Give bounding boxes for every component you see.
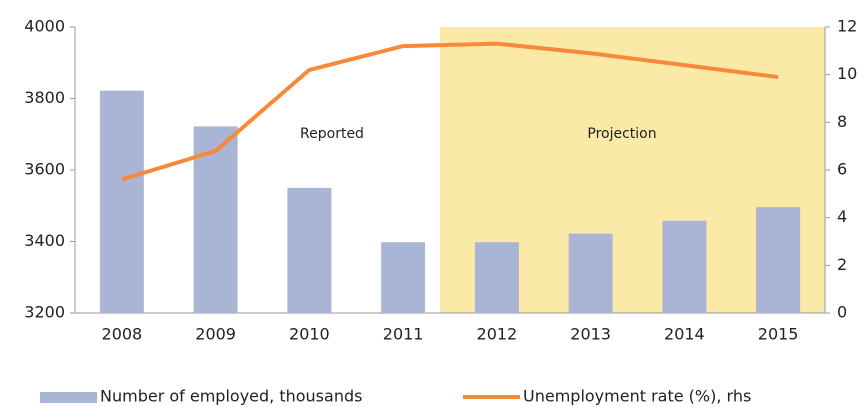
legend-label: Number of employed, thousands <box>100 387 362 406</box>
x-tick-label: 2014 <box>664 325 705 344</box>
y2-tick-label: 6 <box>837 160 847 179</box>
bar <box>381 242 426 313</box>
bar <box>287 187 332 313</box>
line <box>121 41 779 182</box>
annotation: Reported <box>300 126 364 142</box>
y2-tick-label: 0 <box>837 303 847 322</box>
bar <box>474 242 519 313</box>
y-tick-label: 4000 <box>24 17 65 36</box>
x-tick-label: 2015 <box>758 325 799 344</box>
y-tick-label: 3400 <box>24 231 65 250</box>
x-tick-label: 2011 <box>383 325 424 344</box>
y2-tick-label: 12 <box>837 17 857 36</box>
y2-tick-label: 2 <box>837 255 847 274</box>
y2-tick-label: 10 <box>837 64 857 83</box>
annotation: Projection <box>587 126 656 142</box>
x-tick-label: 2013 <box>570 325 611 344</box>
bar <box>568 233 613 313</box>
x-tick-label: 2009 <box>195 325 236 344</box>
x-tick-label: 2008 <box>102 325 143 344</box>
y2-tick-label: 8 <box>837 112 847 131</box>
bar <box>756 207 801 313</box>
y2-tick-label: 4 <box>837 207 847 226</box>
x-tick-label: 2010 <box>289 325 330 344</box>
y-tick-label: 3800 <box>24 88 65 107</box>
legend-swatch <box>40 392 97 403</box>
bar <box>662 220 707 313</box>
x-tick-label: 2012 <box>477 325 518 344</box>
bar <box>99 90 144 313</box>
y-tick-label: 3200 <box>24 303 65 322</box>
legend-label: Unemployment rate (%), rhs <box>523 387 751 406</box>
y-tick-label: 3600 <box>24 160 65 179</box>
